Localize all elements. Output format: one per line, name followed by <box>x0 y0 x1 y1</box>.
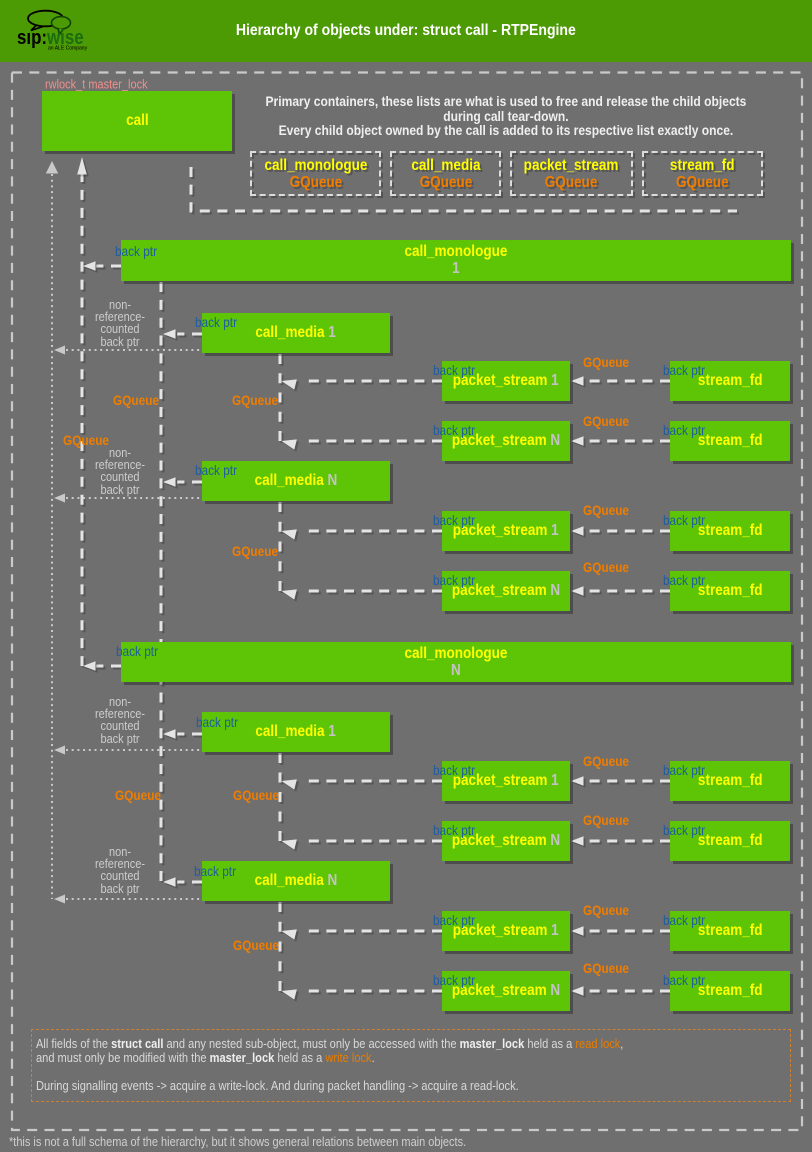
svg-text:an ALE Company: an ALE Company <box>48 45 87 51</box>
svg-text:sıp:wise: sıp:wise <box>17 26 84 49</box>
